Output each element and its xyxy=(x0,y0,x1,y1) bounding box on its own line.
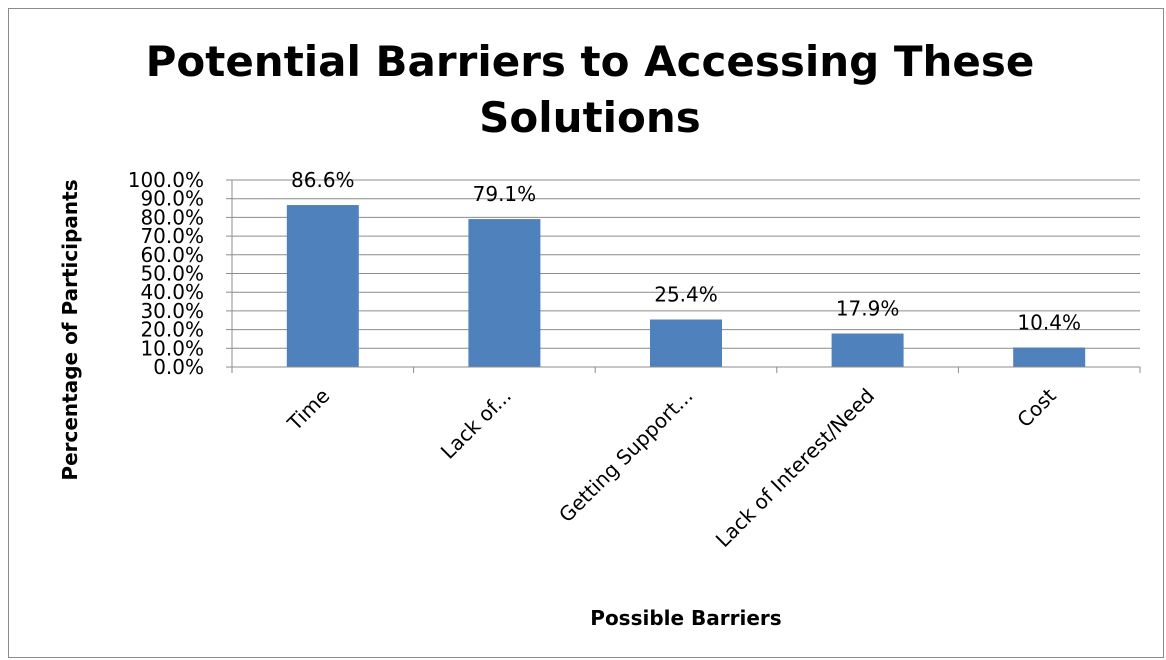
y-tick-label: 30.0% xyxy=(140,299,204,323)
bar xyxy=(1013,347,1086,367)
chart-title-line-1: Potential Barriers to Accessing These xyxy=(146,37,1035,86)
data-label: 79.1% xyxy=(473,182,537,206)
x-tick-label: Lack of... xyxy=(436,384,516,464)
y-tick-label: 70.0% xyxy=(140,224,204,248)
y-tick-label: 80.0% xyxy=(140,205,204,229)
y-tick-label: 10.0% xyxy=(140,336,204,360)
y-tick-label: 60.0% xyxy=(140,243,204,267)
y-tick-label: 100.0% xyxy=(128,168,204,192)
y-tick-labels: 0.0%10.0%20.0%30.0%40.0%50.0%60.0%70.0%8… xyxy=(128,168,204,379)
x-axis-title: Possible Barriers xyxy=(590,606,781,630)
x-category-labels: Time Lack of... Getting Support... Lack of … xyxy=(282,383,1061,551)
data-label: 10.4% xyxy=(1017,311,1081,335)
chart-frame xyxy=(8,8,1164,658)
x-tick-label: Lack of Interest/Need xyxy=(711,384,879,552)
bar xyxy=(286,205,359,367)
axes xyxy=(231,180,1141,373)
data-label: 86.6% xyxy=(291,168,355,192)
y-tick-label: 0.0% xyxy=(153,355,204,379)
y-tick-label: 90.0% xyxy=(140,187,204,211)
bar xyxy=(831,333,904,367)
x-tick-label: Cost xyxy=(1012,383,1061,432)
y-tick-label: 50.0% xyxy=(140,262,204,286)
bar xyxy=(650,319,722,367)
data-label: 17.9% xyxy=(836,297,900,321)
bars xyxy=(286,205,1086,367)
y-tick-label: 20.0% xyxy=(140,318,204,342)
x-tick-label: Getting Support... xyxy=(554,384,697,527)
data-labels: 86.6% 79.1% 25.4% 17.9% 10.4% xyxy=(291,168,1081,334)
x-tick-label: Time xyxy=(282,384,334,436)
data-label: 25.4% xyxy=(654,283,718,307)
y-tick-label: 40.0% xyxy=(140,280,204,304)
y-axis-title: Percentage of Participants xyxy=(58,179,82,480)
bar xyxy=(468,219,541,367)
chart-title-line-2: Solutions xyxy=(479,93,701,142)
gridlines xyxy=(226,179,1140,368)
